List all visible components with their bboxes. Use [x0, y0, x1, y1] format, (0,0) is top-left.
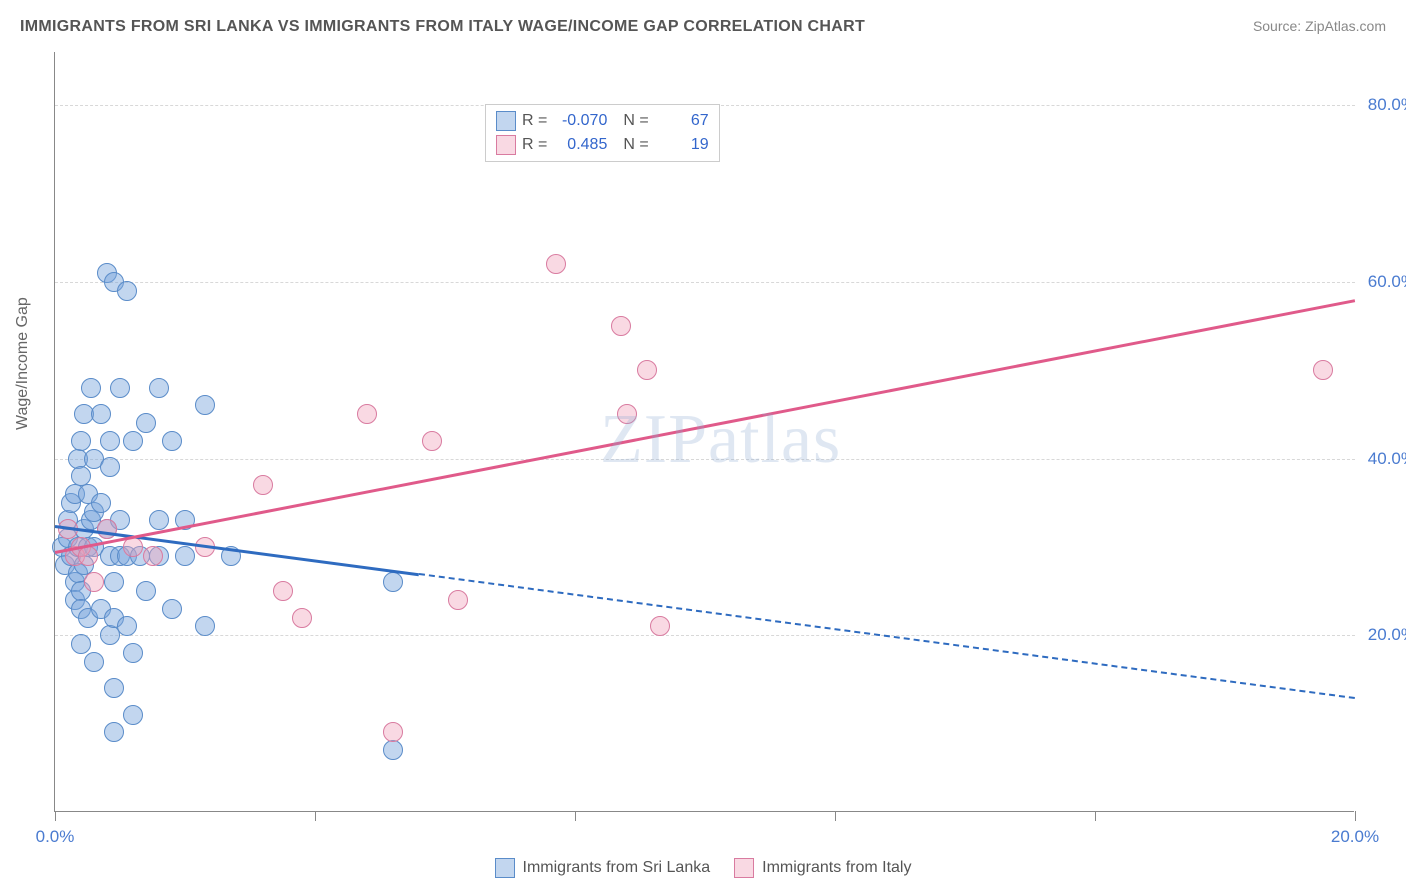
gridline	[55, 635, 1355, 636]
data-point	[71, 431, 91, 451]
y-tick-label: 60.0%	[1360, 272, 1406, 292]
data-point	[91, 493, 111, 513]
data-point	[546, 254, 566, 274]
data-point	[1313, 360, 1333, 380]
n-value: 19	[655, 133, 709, 157]
data-point	[123, 643, 143, 663]
r-value: 0.485	[553, 133, 607, 157]
legend-row: R =0.485 N = 19	[496, 133, 709, 157]
legend-swatch	[496, 111, 516, 131]
data-point	[162, 599, 182, 619]
data-point	[100, 457, 120, 477]
data-point	[162, 431, 182, 451]
data-point	[97, 519, 117, 539]
data-point	[448, 590, 468, 610]
x-tick-label: 0.0%	[36, 827, 75, 847]
data-point	[110, 378, 130, 398]
data-point	[117, 616, 137, 636]
data-point	[143, 546, 163, 566]
legend-bottom: Immigrants from Sri Lanka Immigrants from…	[0, 858, 1406, 878]
data-point	[383, 572, 403, 592]
legend-label: Immigrants from Sri Lanka	[523, 859, 711, 877]
data-point	[117, 281, 137, 301]
correlation-legend: R =-0.070 N = 67 R =0.485 N = 19	[485, 104, 720, 162]
data-point	[149, 378, 169, 398]
y-axis-label: Wage/Income Gap	[14, 297, 32, 430]
trendline	[55, 299, 1355, 553]
data-point	[84, 652, 104, 672]
x-tick	[315, 811, 316, 821]
data-point	[292, 608, 312, 628]
data-point	[253, 475, 273, 495]
legend-item: Immigrants from Sri Lanka	[495, 858, 711, 878]
scatter-chart: 20.0%40.0%60.0%80.0%0.0%20.0%R =-0.070N …	[54, 52, 1354, 812]
x-tick	[575, 811, 576, 821]
data-point	[71, 634, 91, 654]
n-label: N =	[623, 109, 648, 133]
chart-source: Source: ZipAtlas.com	[1253, 18, 1386, 34]
legend-swatch	[496, 135, 516, 155]
legend-swatch	[734, 858, 754, 878]
r-label: R =	[522, 133, 547, 157]
data-point	[78, 546, 98, 566]
data-point	[81, 378, 101, 398]
chart-header: IMMIGRANTS FROM SRI LANKA VS IMMIGRANTS …	[20, 18, 1386, 36]
data-point	[84, 572, 104, 592]
legend-label: Immigrants from Italy	[762, 859, 911, 877]
data-point	[104, 678, 124, 698]
y-tick-label: 20.0%	[1360, 625, 1406, 645]
gridline	[55, 282, 1355, 283]
data-point	[123, 705, 143, 725]
data-point	[104, 572, 124, 592]
gridline	[55, 459, 1355, 460]
x-tick-label: 20.0%	[1331, 827, 1379, 847]
r-label: R =	[522, 109, 547, 133]
data-point	[149, 510, 169, 530]
data-point	[100, 431, 120, 451]
r-value: -0.070	[553, 109, 607, 133]
data-point	[175, 546, 195, 566]
data-point	[273, 581, 293, 601]
data-point	[650, 616, 670, 636]
legend-swatch	[495, 858, 515, 878]
data-point	[611, 316, 631, 336]
y-tick-label: 40.0%	[1360, 449, 1406, 469]
n-label: N =	[623, 133, 648, 157]
x-tick	[1355, 811, 1356, 821]
y-tick-label: 80.0%	[1360, 95, 1406, 115]
n-value: 67	[655, 109, 709, 133]
legend-item: Immigrants from Italy	[734, 858, 911, 878]
data-point	[136, 413, 156, 433]
data-point	[123, 537, 143, 557]
x-tick	[1095, 811, 1096, 821]
data-point	[104, 722, 124, 742]
data-point	[91, 404, 111, 424]
data-point	[357, 404, 377, 424]
data-point	[637, 360, 657, 380]
data-point	[136, 581, 156, 601]
x-tick	[55, 811, 56, 821]
chart-title: IMMIGRANTS FROM SRI LANKA VS IMMIGRANTS …	[20, 18, 865, 36]
legend-row: R =-0.070 N = 67	[496, 109, 709, 133]
data-point	[195, 616, 215, 636]
data-point	[422, 431, 442, 451]
data-point	[195, 395, 215, 415]
data-point	[383, 740, 403, 760]
x-tick	[835, 811, 836, 821]
data-point	[123, 431, 143, 451]
data-point	[383, 722, 403, 742]
data-point	[617, 404, 637, 424]
